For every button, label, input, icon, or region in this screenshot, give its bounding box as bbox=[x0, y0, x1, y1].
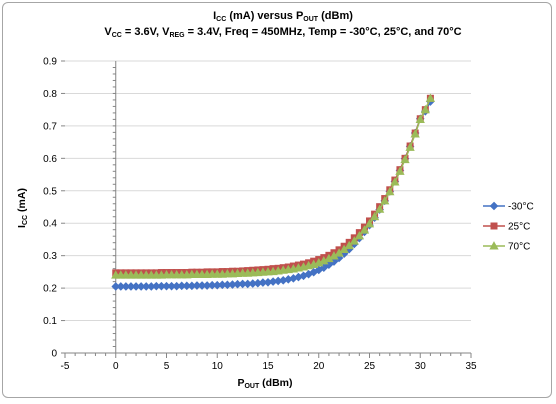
data-point bbox=[319, 263, 329, 272]
series-2 bbox=[111, 93, 436, 279]
x-tick-label: 20 bbox=[313, 361, 325, 372]
data-point bbox=[400, 154, 410, 164]
legend-item: 70°C bbox=[483, 241, 530, 253]
chart-area: ICC (mA) versus POUT (dBm) VCC = 3.6V, V… bbox=[2, 2, 552, 398]
x-tick-label: 25 bbox=[364, 361, 376, 372]
series-line bbox=[115, 98, 432, 276]
legend-label: 25°C bbox=[508, 222, 530, 233]
series-line bbox=[115, 101, 432, 288]
x-tick-label: 5 bbox=[164, 361, 170, 372]
x-tick-label: 10 bbox=[212, 361, 224, 372]
x-tick-label: 35 bbox=[465, 361, 477, 372]
tick-labels: 0 0.1 0.2 0.3 0.4 0.5 0.6 0.7 0.8 0.9 -5 0 5 10 15 20 25… bbox=[43, 57, 477, 373]
x-tick-label: -5 bbox=[61, 361, 70, 372]
series-1 bbox=[112, 94, 434, 277]
series-0 bbox=[111, 97, 435, 291]
data-point bbox=[385, 186, 395, 196]
chart-title-line2: VCC = 3.6V, VREG = 3.4V, Freq = 450MHz, … bbox=[104, 26, 461, 39]
data-point bbox=[344, 240, 354, 250]
data-point bbox=[425, 93, 436, 102]
data-point bbox=[354, 231, 364, 240]
y-tick-label: 0.4 bbox=[43, 219, 57, 230]
y-tick-label: 0.3 bbox=[43, 251, 57, 262]
y-tick-label: 0.7 bbox=[43, 121, 57, 132]
data-point bbox=[395, 166, 405, 175]
legend: -30°C 25°C 70°C bbox=[483, 202, 534, 253]
y-tick-label: 0 bbox=[51, 349, 57, 360]
legend-marker bbox=[490, 222, 498, 230]
data-point bbox=[349, 236, 359, 245]
legend-item: -30°C bbox=[483, 202, 534, 213]
series-line bbox=[115, 98, 432, 274]
plot-series bbox=[111, 93, 436, 291]
data-point bbox=[390, 177, 400, 186]
data-point bbox=[405, 142, 415, 151]
y-tick-label: 0.9 bbox=[43, 57, 57, 68]
y-tick-label: 0.8 bbox=[43, 89, 57, 100]
y-axis-title: ICC (mA) bbox=[16, 188, 29, 228]
chart-svg: ICC (mA) versus POUT (dBm) VCC = 3.6V, V… bbox=[16, 10, 534, 390]
axes bbox=[61, 60, 472, 358]
data-point bbox=[410, 129, 420, 138]
legend-label: -30°C bbox=[508, 202, 534, 213]
y-tick-label: 0.1 bbox=[43, 316, 57, 327]
x-tick-label: 15 bbox=[262, 361, 274, 372]
data-point bbox=[369, 211, 380, 221]
data-point bbox=[364, 219, 375, 228]
x-tick-label: 30 bbox=[415, 361, 427, 372]
legend-marker bbox=[489, 201, 499, 211]
legend-item: 25°C bbox=[483, 222, 530, 233]
data-point bbox=[359, 225, 370, 234]
data-point bbox=[380, 196, 390, 205]
y-tick-label: 0.6 bbox=[43, 154, 57, 165]
data-point bbox=[375, 204, 385, 213]
x-tick-label: 0 bbox=[113, 361, 119, 372]
y-tick-label: 0.5 bbox=[43, 186, 57, 197]
data-point bbox=[415, 114, 425, 123]
legend-marker bbox=[489, 241, 499, 250]
legend-label: 70°C bbox=[508, 242, 530, 253]
x-axis-title: POUT (dBm) bbox=[237, 377, 292, 390]
y-tick-label: 0.2 bbox=[43, 284, 57, 295]
data-point bbox=[420, 104, 430, 114]
chart-title-line1: ICC (mA) versus POUT (dBm) bbox=[213, 10, 353, 23]
